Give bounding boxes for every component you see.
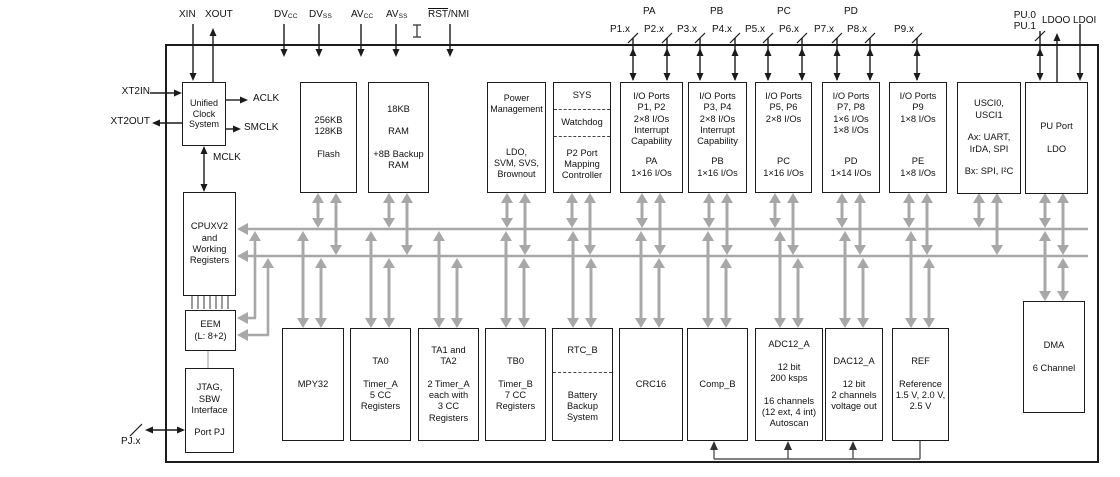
pin-p6x: P6.x	[778, 24, 799, 35]
block-text: TB0 Timer_B 7 CC Registers	[495, 356, 536, 412]
signal-aclk: ACLK	[253, 93, 280, 104]
block-text: PU Port LDO	[1040, 121, 1073, 154]
pin-p1x: P1.x	[609, 24, 630, 35]
block-dac12-a: DAC12_A 12 bit 2 channels voltage out	[825, 328, 883, 441]
pin-dvss: DVSS	[309, 9, 332, 20]
block-mpy32: MPY32	[282, 328, 344, 441]
pin-p8x: P8.x	[846, 24, 867, 35]
block-text: DAC12_A 12 bit 2 channels voltage out	[831, 356, 877, 412]
block-rtc-battery-backup: Battery Backup System	[566, 389, 598, 423]
block-text: REF Reference 1.5 V, 2.0 V, 2.5 V	[895, 356, 946, 412]
block-text: I/O Ports P9 1×8 I/Os	[899, 91, 937, 124]
block-text: 18KB RAM +8B Backup RAM	[373, 103, 424, 171]
pin-xt2out: XT2OUT	[110, 116, 150, 127]
pin-pu0: PU.0	[1013, 10, 1036, 21]
block-io-p7-p8: I/O Ports P7, P8 1×6 I/Os 1×8 I/Os PD 1×…	[822, 82, 880, 193]
block-text: DMA 6 Channel	[1032, 340, 1076, 373]
block-rtc-label: RTC_B	[553, 329, 612, 373]
pin-p5x: P5.x	[744, 24, 765, 35]
block-text: I/O Ports P7, P8 1×6 I/Os 1×8 I/Os	[832, 91, 870, 135]
block-power-management: Power Management LDO, SVM, SVS, Brownout	[487, 82, 546, 193]
block-text: I/O Ports P1, P2 2×8 I/Os Interrupt Capa…	[631, 91, 672, 147]
pin-dvcc: DVCC	[274, 9, 298, 20]
pin-avss: AVSS	[386, 9, 408, 20]
block-text: PB 1×16 I/Os	[697, 156, 738, 178]
block-unified-clock-system: Unified Clock System	[182, 82, 226, 146]
block-sys: SYS Watchdog P2 Port Mapping Controller	[553, 82, 611, 193]
signal-mclk: MCLK	[213, 152, 241, 163]
block-dma: DMA 6 Channel	[1023, 301, 1085, 413]
block-io-p5-p6: I/O Ports P5, P6 2×8 I/Os PC 1×16 I/Os	[755, 82, 812, 193]
block-ram: 18KB RAM +8B Backup RAM	[368, 82, 429, 193]
block-ta0: TA0 Timer_A 5 CC Registers	[350, 328, 411, 441]
block-flash: 256KB 128KB Flash	[300, 82, 357, 193]
pin-xout: XOUT	[205, 9, 233, 20]
block-text: PA 1×16 I/Os	[631, 156, 672, 178]
pin-avcc: AVCC	[351, 9, 374, 20]
pin-ldoi: LDOI	[1073, 15, 1097, 26]
pin-p4x: P4.x	[711, 24, 732, 35]
pin-ldoo: LDOO	[1042, 15, 1071, 26]
block-sys-sys: SYS	[554, 83, 610, 110]
block-text: 256KB 128KB Flash	[314, 114, 343, 159]
pin-pu1: PU.1	[1013, 21, 1036, 32]
block-text: PC 1×16 I/Os	[763, 156, 804, 178]
block-sys-port-mapping: P2 Port Mapping Controller	[561, 147, 603, 181]
block-jtag-sbw: JTAG, SBW Interface Port PJ	[185, 368, 234, 453]
block-text: I/O Ports P3, P4 2×8 I/Os Interrupt Capa…	[697, 91, 738, 147]
pin-xin: XIN	[179, 9, 196, 20]
block-text: Power Management	[490, 93, 543, 114]
port-group-pb: PB	[710, 6, 724, 17]
block-io-p1-p2: I/O Ports P1, P2 2×8 I/Os Interrupt Capa…	[620, 82, 683, 193]
block-crc16: CRC16	[619, 328, 683, 441]
block-adc12-a: ADC12_A 12 bit 200 ksps 16 channels (12 …	[755, 328, 823, 441]
signal-smclk: SMCLK	[244, 122, 279, 133]
block-text: TA0 Timer_A 5 CC Registers	[360, 356, 401, 412]
block-ta1-ta2: TA1 and TA2 2 Timer_A each with 3 CC Reg…	[418, 328, 479, 441]
block-text: USCI0, USCI1 Ax: UART, IrDA, SPI Bx: SPI…	[964, 98, 1014, 177]
port-group-pc: PC	[777, 6, 791, 17]
chip-boundary	[165, 44, 1099, 463]
port-group-pa: PA	[643, 6, 656, 17]
block-text: CRC16	[635, 378, 667, 389]
block-text: JTAG, SBW Interface Port PJ	[191, 382, 228, 438]
block-tb0: TB0 Timer_B 7 CC Registers	[485, 328, 546, 441]
block-text: EEM (L: 8+2)	[194, 319, 227, 341]
block-text: PE 1×8 I/Os	[900, 156, 936, 178]
block-text: ADC12_A 12 bit 200 ksps 16 channels (12 …	[761, 339, 817, 429]
pin-xt2in: XT2IN	[121, 86, 150, 97]
port-group-pd: PD	[844, 6, 858, 17]
block-text: TA1 and TA2 2 Timer_A each with 3 CC Reg…	[427, 344, 470, 423]
pin-rst-nmi: RST/NMI	[428, 9, 470, 20]
block-pu-port-ldo: PU Port LDO	[1025, 82, 1088, 194]
pin-p2x: P2.x	[643, 24, 664, 35]
block-sys-watchdog: Watchdog	[554, 110, 610, 137]
pin-p7x: P7.x	[813, 24, 834, 35]
pin-p9x: P9.x	[893, 24, 914, 35]
block-text: PD 1×14 I/Os	[830, 156, 872, 178]
block-cpu: CPUXV2 and Working Registers	[183, 192, 236, 296]
block-rtc-b: RTC_B Battery Backup System	[552, 328, 613, 441]
block-io-p3-p4: I/O Ports P3, P4 2×8 I/Os Interrupt Capa…	[688, 82, 747, 193]
pin-p3x: P3.x	[676, 24, 697, 35]
block-text: I/O Ports P5, P6 2×8 I/Os	[765, 91, 802, 124]
block-io-p9: I/O Ports P9 1×8 I/Os PE 1×8 I/Os	[889, 82, 947, 193]
block-eem: EEM (L: 8+2)	[185, 310, 236, 351]
block-ref: REF Reference 1.5 V, 2.0 V, 2.5 V	[892, 328, 949, 441]
block-usci: USCI0, USCI1 Ax: UART, IrDA, SPI Bx: SPI…	[957, 82, 1021, 194]
block-text: MPY32	[297, 378, 329, 389]
block-comp-b: Comp_B	[687, 328, 748, 441]
block-text: LDO, SVM, SVS, Brownout	[493, 147, 539, 180]
pin-pjx: PJ.x	[121, 436, 141, 447]
block-text: CPUXV2 and Working Registers	[189, 221, 230, 266]
block-text: Unified Clock System	[188, 97, 219, 130]
block-text: Comp_B	[699, 378, 736, 389]
